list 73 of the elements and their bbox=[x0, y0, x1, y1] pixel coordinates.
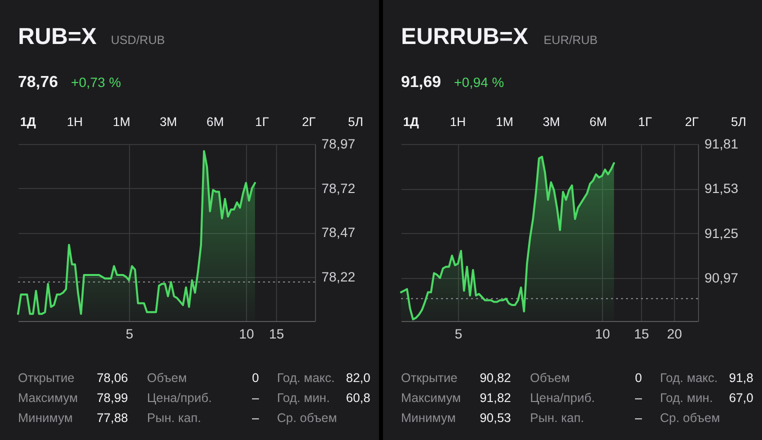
text: 1Д bbox=[20, 115, 36, 129]
y-tick-label: 78,47 bbox=[322, 225, 356, 240]
x-tick-label: 10 bbox=[238, 326, 254, 342]
text: 78,99 bbox=[96, 391, 128, 405]
text: Открытие bbox=[18, 371, 75, 385]
text: – bbox=[252, 411, 260, 425]
y-tick-label: 78,97 bbox=[322, 136, 356, 152]
text: 78,06 bbox=[96, 371, 128, 385]
text: Минимум bbox=[401, 411, 456, 425]
text: Рын. кап. bbox=[147, 411, 202, 425]
chart-subtitle: EUR/RUB bbox=[544, 33, 598, 47]
text: 77,88 bbox=[96, 411, 128, 425]
text: Год. макс. bbox=[660, 371, 718, 385]
y-tick-label: 91,25 bbox=[704, 226, 738, 241]
x-tick-label: 15 bbox=[634, 326, 650, 342]
text: 91,82 bbox=[480, 391, 512, 405]
text: +0,94 % bbox=[454, 75, 504, 90]
text: 5Л bbox=[731, 115, 746, 129]
x-tick-label: 10 bbox=[594, 326, 610, 342]
text: 82,0 bbox=[346, 371, 370, 385]
text: Год. мин. bbox=[660, 391, 713, 405]
text: 3М bbox=[160, 115, 178, 129]
text: – bbox=[635, 411, 642, 425]
y-tick-label: 78,22 bbox=[322, 269, 356, 284]
text: 2Г bbox=[302, 115, 316, 129]
x-tick-label: 5 bbox=[126, 326, 134, 342]
text: Рын. кап. bbox=[530, 411, 584, 425]
text: 5Л bbox=[348, 115, 364, 129]
y-tick-label: 91,53 bbox=[704, 181, 738, 196]
text: 91,69 bbox=[401, 74, 442, 91]
text: Объем bbox=[147, 371, 187, 385]
text: 67,0 bbox=[729, 391, 754, 405]
text: Цена/приб. bbox=[530, 391, 595, 405]
text: Год. мин. bbox=[277, 391, 330, 405]
text: Максимум bbox=[401, 391, 461, 405]
text: 1Д bbox=[403, 115, 420, 129]
y-tick-label: 78,72 bbox=[322, 180, 356, 196]
text: 1М bbox=[496, 115, 514, 129]
chart-title: EURRUB=X bbox=[401, 23, 529, 49]
text: 1Н bbox=[66, 115, 83, 129]
chart-subtitle: USD/RUB bbox=[110, 33, 165, 47]
text: +0,73 % bbox=[71, 75, 121, 90]
text: Максимум bbox=[18, 391, 78, 405]
x-tick-label: 20 bbox=[666, 326, 682, 342]
text: 0 bbox=[252, 371, 260, 385]
text: Объем bbox=[530, 371, 570, 385]
text: 78,76 bbox=[18, 74, 58, 91]
text: 90,82 bbox=[480, 371, 512, 385]
text: 1Н bbox=[450, 115, 466, 129]
text: – bbox=[635, 391, 642, 405]
text: 6М bbox=[590, 115, 607, 129]
text: 2Г bbox=[684, 115, 699, 129]
text: 0 bbox=[635, 371, 642, 385]
text: 60,8 bbox=[346, 391, 370, 405]
x-tick-label: 15 bbox=[268, 326, 284, 342]
text: 91,8 bbox=[729, 371, 754, 385]
y-tick-label: 90,97 bbox=[704, 270, 738, 286]
text: Ср. объем bbox=[660, 411, 720, 425]
x-tick-label: 5 bbox=[454, 326, 462, 342]
text: 1Г bbox=[638, 115, 652, 129]
text: Цена/приб. bbox=[147, 391, 212, 405]
text: 1М bbox=[112, 115, 130, 129]
text: Год. макс. bbox=[277, 371, 335, 385]
text: 6М bbox=[206, 115, 224, 129]
text: Открытие bbox=[401, 371, 458, 385]
text: 3М bbox=[542, 115, 560, 129]
text: – bbox=[252, 391, 260, 405]
text: Минимум bbox=[18, 411, 73, 425]
text: Ср. объем bbox=[277, 411, 337, 425]
text: 90,53 bbox=[480, 411, 512, 425]
chart-title: RUB=X bbox=[18, 23, 98, 49]
y-tick-label: 91,81 bbox=[704, 136, 738, 152]
text: 1Г bbox=[255, 115, 270, 129]
